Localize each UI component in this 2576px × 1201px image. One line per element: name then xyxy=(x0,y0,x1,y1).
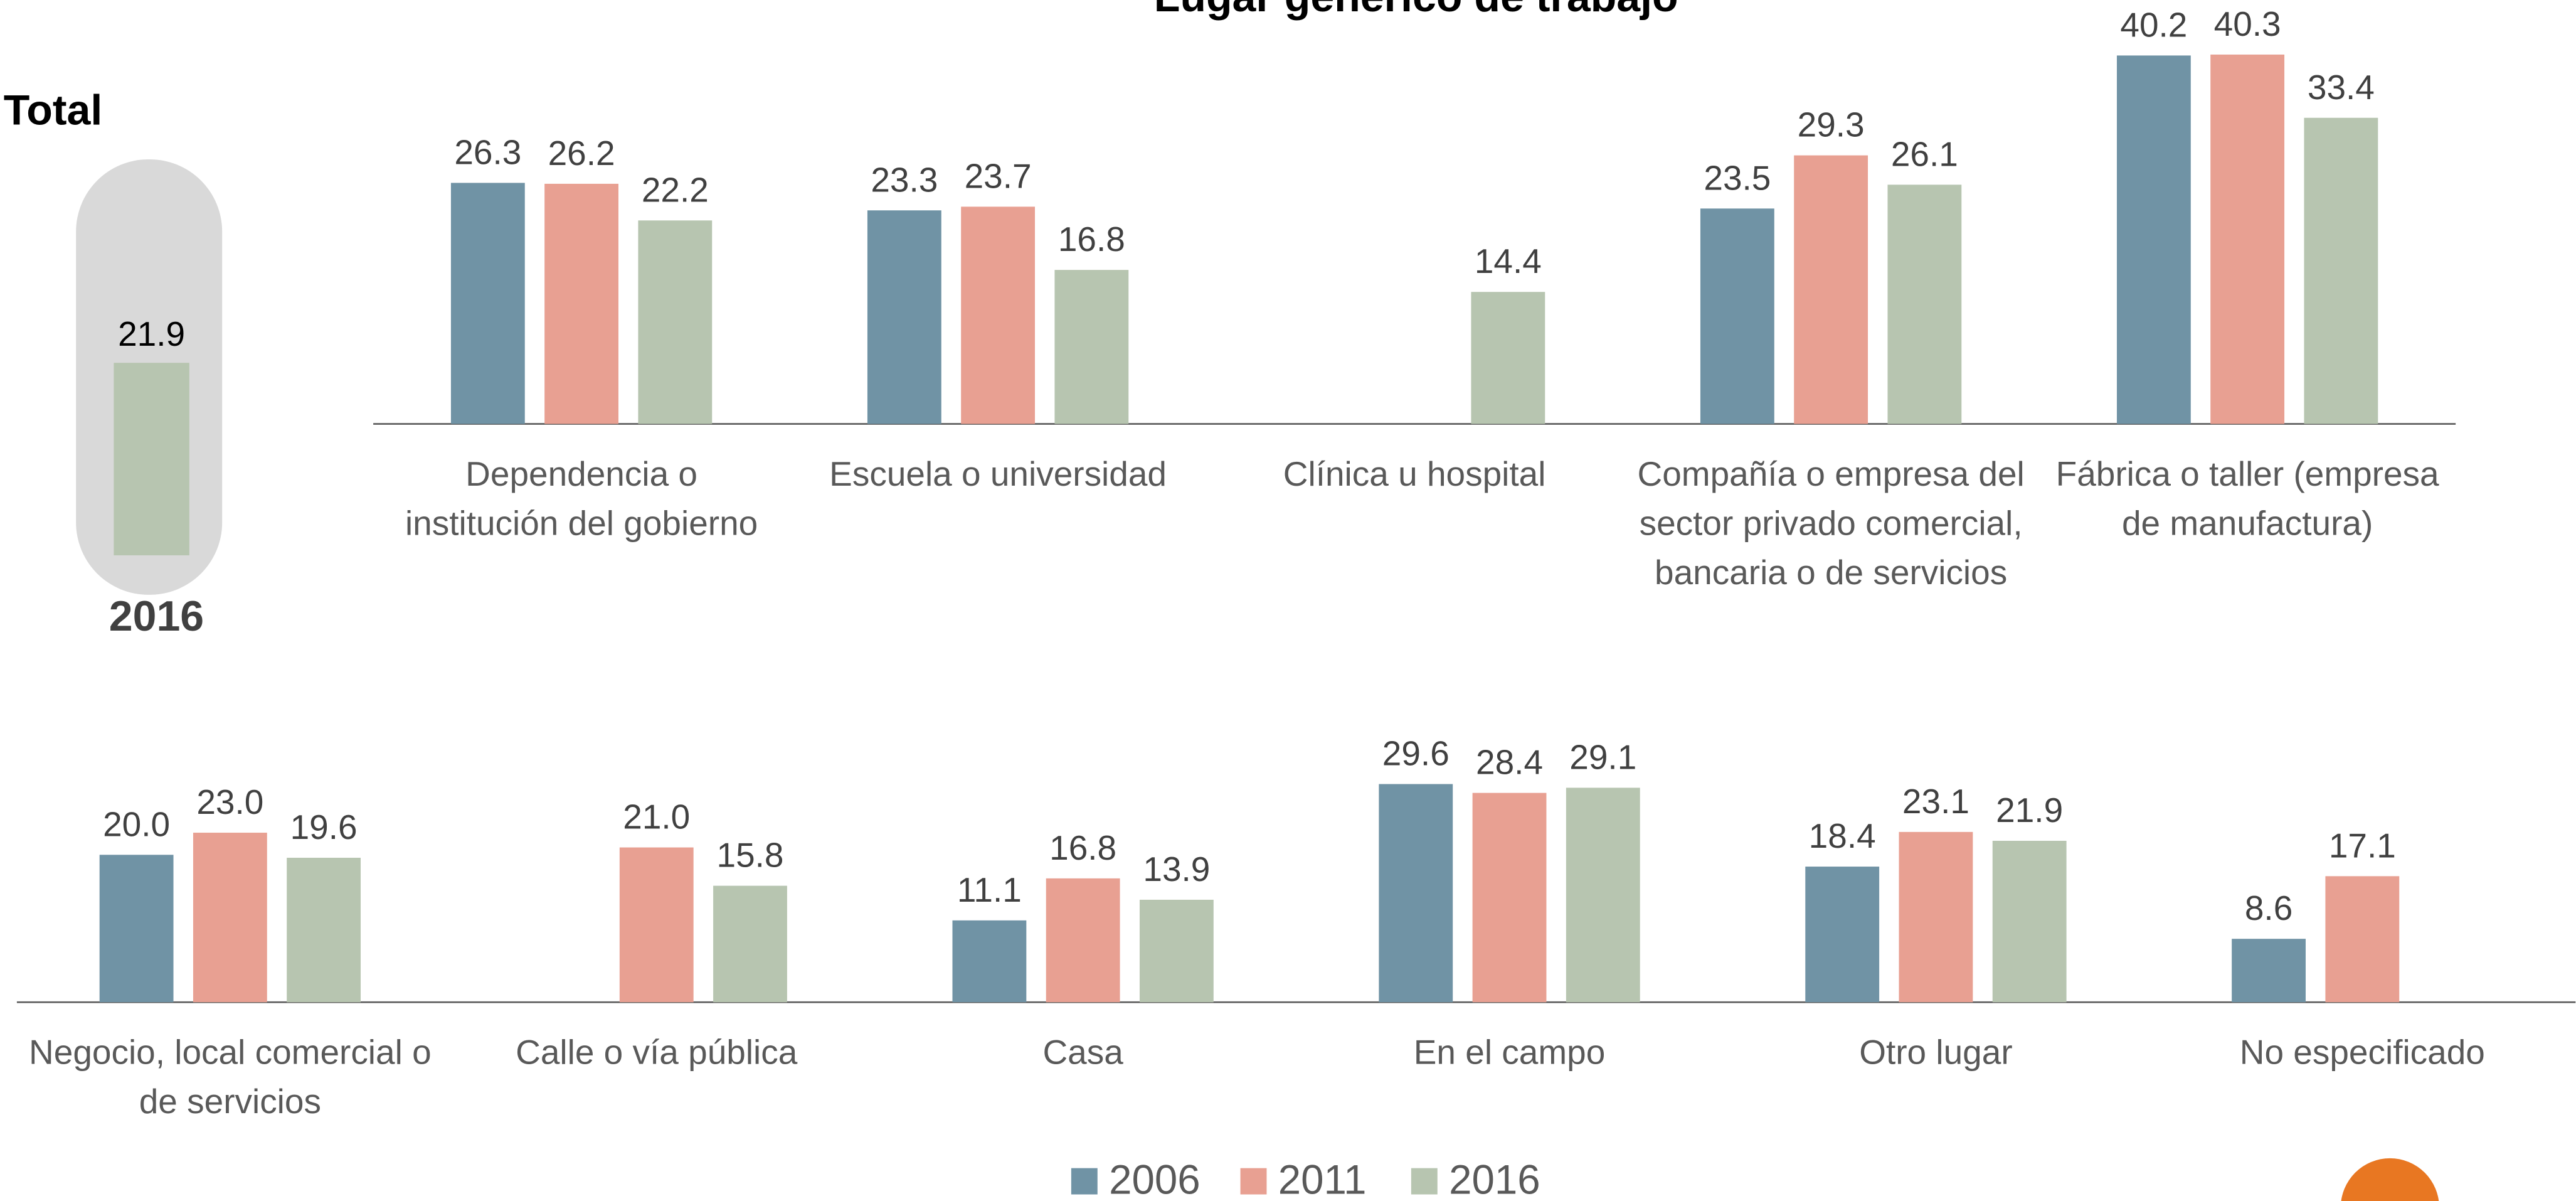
x-tick-label: No especificado xyxy=(2240,1032,2485,1071)
value-label: 29.3 xyxy=(1798,105,1865,144)
bar xyxy=(99,855,174,1003)
x-tick-label: Otro lugar xyxy=(1859,1032,2012,1071)
bar xyxy=(952,920,1027,1003)
value-label: 14.4 xyxy=(1475,242,1542,280)
value-label: 22.2 xyxy=(642,170,709,209)
x-tick-label: Negocio, local comercial o xyxy=(29,1032,432,1071)
x-tick-label: Compañía o empresa del xyxy=(1638,454,2025,493)
bar xyxy=(638,220,713,424)
bar xyxy=(619,847,694,1003)
bar xyxy=(867,210,941,424)
legend-swatch xyxy=(1071,1168,1098,1195)
bar xyxy=(1794,155,1868,424)
bar xyxy=(1992,840,2067,1003)
x-tick-label: de servicios xyxy=(139,1082,321,1121)
value-label: 21.9 xyxy=(1996,791,2063,830)
value-label: 28.4 xyxy=(1476,743,1543,782)
value-label: 13.9 xyxy=(1143,850,1210,889)
bar xyxy=(193,833,267,1003)
value-label: 26.3 xyxy=(454,132,521,171)
bar xyxy=(713,885,787,1003)
bar xyxy=(2232,939,2306,1003)
value-label: 15.8 xyxy=(716,836,783,875)
bar xyxy=(1471,292,1545,424)
legend-swatch xyxy=(1240,1168,1267,1195)
value-label: 26.2 xyxy=(548,134,615,173)
bar xyxy=(2210,54,2285,424)
bar xyxy=(1566,787,1640,1003)
bar xyxy=(450,183,525,424)
value-label: 23.7 xyxy=(965,156,1032,195)
legend-label: 2016 xyxy=(1449,1156,1540,1201)
bar xyxy=(114,363,189,555)
bar xyxy=(1887,184,1962,424)
value-label: 19.6 xyxy=(290,808,358,846)
value-label: 40.3 xyxy=(2214,4,2281,43)
value-label: 23.0 xyxy=(196,782,263,821)
x-tick-label: Dependencia o xyxy=(465,454,697,493)
chart-title: Lugar genérico de trabajo xyxy=(1154,0,1678,21)
value-label: 21.0 xyxy=(623,798,690,836)
value-label: 21.9 xyxy=(118,314,185,353)
value-label: 23.5 xyxy=(1704,158,1771,197)
x-tick-label: Calle o vía pública xyxy=(516,1032,798,1071)
value-label: 23.3 xyxy=(871,160,938,199)
value-label: 29.1 xyxy=(1569,737,1636,776)
legend-label: 2011 xyxy=(1278,1156,1367,1201)
bar xyxy=(2304,117,2378,424)
value-label: 23.1 xyxy=(1902,782,1969,821)
x-tick-label: Casa xyxy=(1042,1032,1123,1071)
bar xyxy=(1805,867,1880,1003)
x-tick-label: institución del gobierno xyxy=(405,503,758,542)
value-label: 29.6 xyxy=(1382,734,1450,773)
value-label: 26.1 xyxy=(1891,134,1958,173)
bar xyxy=(1472,793,1547,1003)
bar xyxy=(2116,55,2191,424)
value-label: 16.8 xyxy=(1049,828,1116,867)
x-tick-label: Clínica u hospital xyxy=(1283,454,1546,493)
x-tick-label: En el campo xyxy=(1414,1032,1606,1071)
x-tick-label: bancaria o de servicios xyxy=(1655,553,2007,592)
legend-label: 2006 xyxy=(1109,1156,1201,1201)
value-label: 16.8 xyxy=(1058,220,1125,259)
x-tick-label: sector privado comercial, xyxy=(1640,503,2023,542)
bar xyxy=(1379,784,1453,1003)
bar xyxy=(1046,878,1120,1003)
value-label: 17.1 xyxy=(2329,826,2396,865)
bar xyxy=(1899,831,1973,1003)
value-label: 20.0 xyxy=(103,804,170,843)
x-tick-label: 2016 xyxy=(109,592,204,640)
x-tick-label: Fábrica o taller (empresa xyxy=(2056,454,2439,493)
bar xyxy=(1054,270,1129,424)
value-label: 33.4 xyxy=(2308,68,2375,107)
value-label: 11.1 xyxy=(957,870,1022,909)
bar xyxy=(2325,876,2400,1003)
x-tick-label: de manufactura) xyxy=(2122,503,2373,542)
logo xyxy=(2341,1158,2439,1201)
bar xyxy=(1700,208,1774,424)
bar xyxy=(961,206,1036,424)
total-title: Total xyxy=(4,87,103,134)
x-tick-label: Escuela o universidad xyxy=(829,454,1167,493)
bar xyxy=(287,857,361,1003)
bar xyxy=(544,183,619,424)
bar xyxy=(1139,899,1214,1003)
legend-swatch xyxy=(1411,1168,1438,1195)
value-label: 18.4 xyxy=(1809,816,1876,855)
value-label: 40.2 xyxy=(2120,5,2187,44)
value-label: 8.6 xyxy=(2245,889,2292,927)
